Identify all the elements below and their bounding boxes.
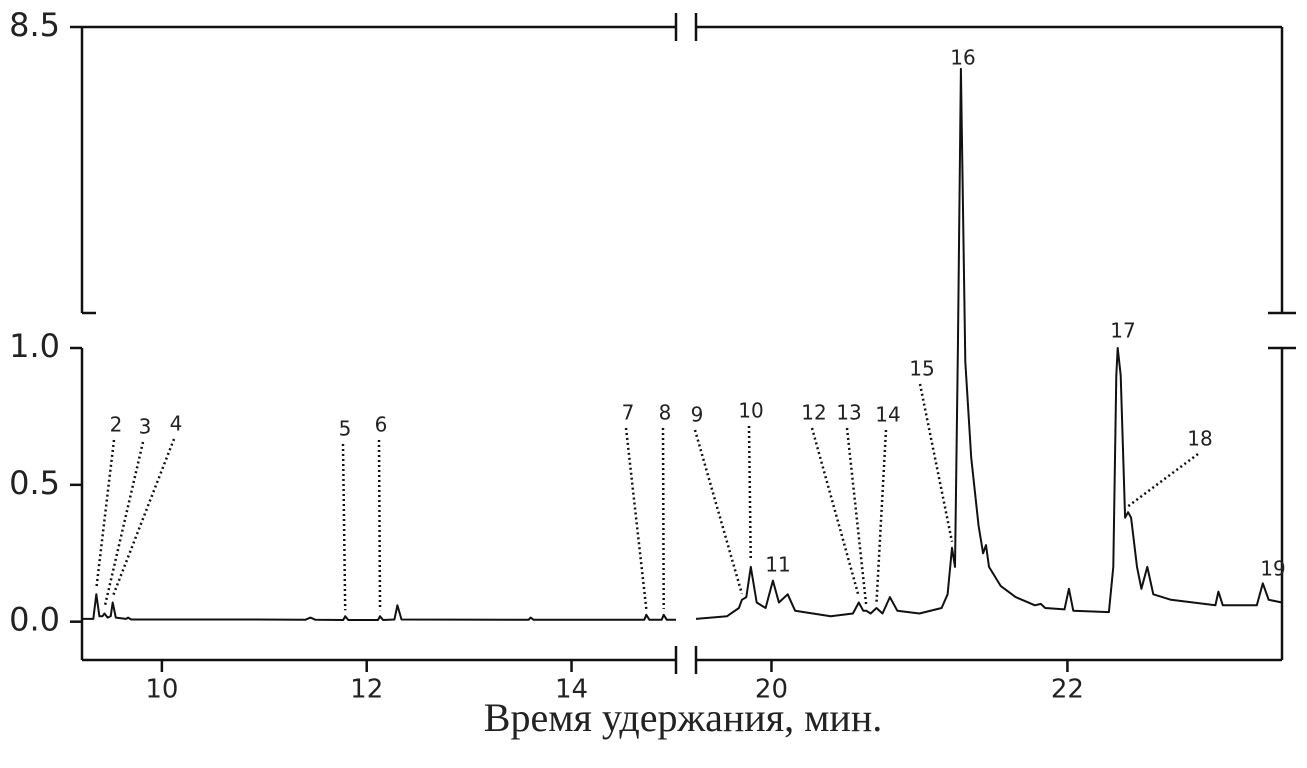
peak-label: 10 [738, 399, 763, 423]
peak-label: 16 [950, 46, 975, 70]
peak-leader [624, 427, 648, 609]
peak-leader [810, 427, 860, 597]
peak-label: 12 [801, 401, 826, 425]
peak-label: 4 [170, 412, 183, 436]
peak-leader [377, 439, 382, 611]
peak-label: 11 [765, 553, 790, 577]
peak-leader [747, 425, 753, 561]
peak-leader [918, 383, 954, 543]
chromatogram-trace [82, 593, 676, 621]
peak-leader [111, 438, 176, 597]
chromatogram-trace [695, 67, 1283, 620]
peak-leader [1127, 452, 1199, 508]
x-tick-label: 12 [350, 675, 383, 705]
peak-label: 13 [836, 401, 861, 425]
peak-label: 5 [339, 417, 352, 441]
peak-leader [341, 443, 347, 611]
peak-label: 6 [375, 413, 388, 437]
x-tick-label: 14 [555, 675, 588, 705]
peak-leader [875, 429, 888, 603]
peak-label: 19 [1260, 557, 1285, 581]
peak-leader [845, 427, 868, 605]
peak-label: 3 [139, 415, 152, 439]
y-tick-label: 1.0 [9, 327, 60, 365]
peak-label: 14 [875, 403, 900, 427]
x-tick-label: 10 [145, 675, 178, 705]
x-axis-label: Время удержания, мин. [484, 695, 882, 740]
peak-label: 8 [659, 401, 672, 425]
axes-frame [80, 13, 1296, 674]
x-tick-label: 22 [1051, 675, 1084, 705]
peak-leader [661, 427, 665, 609]
peak-label: 15 [909, 357, 934, 381]
peak-label: 17 [1110, 319, 1135, 343]
y-tick-label: 8.5 [9, 6, 60, 44]
peak-leader [103, 441, 145, 608]
peak-leader [693, 429, 744, 595]
peak-label: 7 [622, 401, 635, 425]
y-tick-label: 0.5 [9, 464, 60, 502]
y-tick-label: 0.0 [9, 601, 60, 639]
x-tick-label: 20 [755, 675, 788, 705]
peak-leader [95, 439, 116, 589]
peak-label: 18 [1187, 427, 1212, 451]
peak-label: 9 [691, 403, 704, 427]
peak-label: 2 [110, 413, 123, 437]
